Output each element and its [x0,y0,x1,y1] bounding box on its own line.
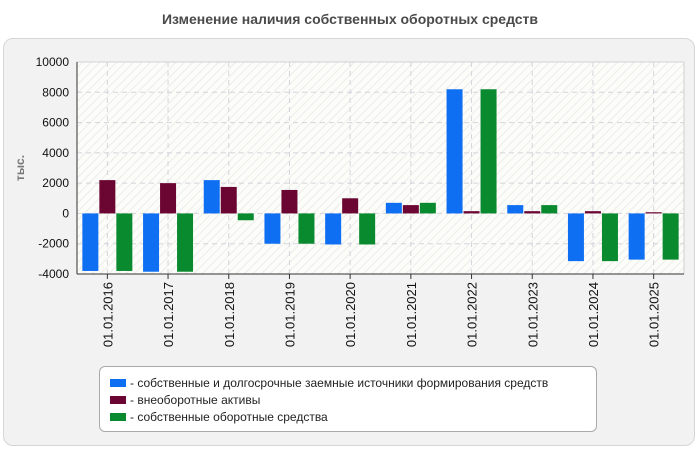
x-tick-label: 01.01.2025 [647,282,662,347]
y-tick-label: 6000 [42,116,69,130]
bar-series-2 [524,211,541,214]
bar-series-1 [507,205,524,214]
bar-series-1 [385,202,402,214]
bar-series-3 [541,205,558,214]
legend-swatch [110,378,126,387]
bar-series-3 [359,213,376,245]
bar-series-2 [645,212,662,214]
bar-series-2 [463,211,480,214]
legend-swatch [110,395,126,404]
x-tick-label: 01.01.2019 [282,282,297,347]
y-tick-label: 8000 [42,85,69,99]
bar-series-2 [342,198,359,214]
x-tick-label: 01.01.2017 [161,282,176,347]
bar-series-1 [325,213,342,245]
bar-series-2 [99,180,116,214]
bar-series-1 [143,213,160,272]
bar-series-3 [480,89,497,214]
bar-series-3 [419,202,436,214]
y-axis-label: тыс. [13,155,27,181]
y-tick-label: 4000 [42,146,69,160]
bar-series-3 [662,213,679,260]
x-tick-label: 01.01.2024 [586,282,601,347]
axes: 10000 8000 6000 4000 2000 0 -2000 -4000 01.01.20… [36,55,684,347]
x-tick-label: 01.01.2021 [404,282,419,347]
y-tick-label: 2000 [42,176,69,190]
legend-swatch [110,412,126,421]
legend-label: - собственные и долгосрочные заемные ист… [130,375,549,390]
y-tick-label: 0 [62,206,69,220]
y-tick-label: -2000 [38,237,69,251]
bar-series-3 [601,213,618,262]
bar-series-3 [116,213,133,271]
bar-series-2 [160,183,177,214]
y-tick-label: 10000 [36,55,70,69]
bar-series-1 [567,213,584,262]
bar-series-1 [82,213,99,271]
bar-series-2 [402,205,419,214]
legend: - собственные и долгосрочные заемные ист… [99,366,597,432]
chart-title: Изменение наличия собственных оборотных … [161,11,539,27]
x-tick-label: 01.01.2018 [222,282,237,347]
bar-series-1 [264,213,281,244]
legend-item: - собственные и долгосрочные заемные ист… [110,374,596,391]
legend-item: - собственные оборотные средства [110,408,596,425]
x-tick-label: 01.01.2016 [100,282,115,347]
legend-label: - собственные оборотные средства [130,409,328,424]
x-tick-label: 01.01.2022 [465,282,480,347]
bar-series-2 [281,189,298,214]
bar-series-1 [446,89,463,214]
legend-item: - внеоборотные активы [110,391,596,408]
bar-series-1 [203,180,220,214]
bar-series-3 [177,213,194,272]
x-tick-label: 01.01.2023 [525,282,540,347]
bar-series-3 [298,213,315,244]
bar-series-2 [220,186,237,214]
legend-label: - внеоборотные активы [130,392,261,407]
bar-series-2 [584,211,601,214]
y-tick-label: -4000 [38,267,69,281]
bar-series-1 [628,213,645,260]
x-tick-label: 01.01.2020 [343,282,358,347]
bar-series-3 [237,213,254,221]
bars [82,89,679,272]
